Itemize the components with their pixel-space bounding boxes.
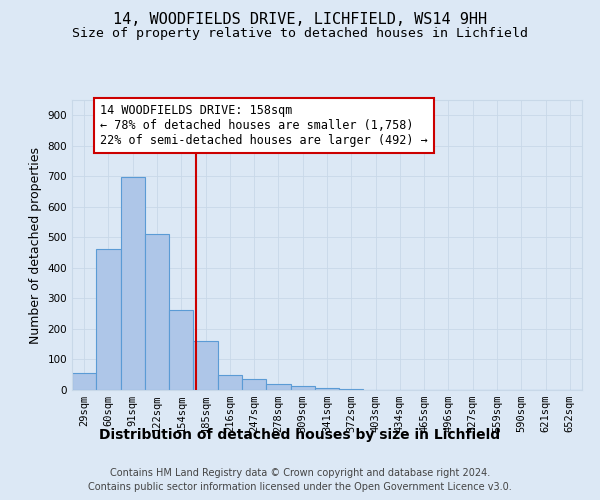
Bar (169, 310, 193, 390)
Text: Distribution of detached houses by size in Lichfield: Distribution of detached houses by size … (100, 428, 500, 442)
Bar (242, 380, 266, 390)
Bar (145, 234, 169, 390)
Bar (193, 341, 218, 390)
Text: Size of property relative to detached houses in Lichfield: Size of property relative to detached ho… (72, 28, 528, 40)
Bar (72, 373, 96, 390)
Bar (266, 384, 290, 390)
Bar (290, 386, 315, 390)
Text: 14 WOODFIELDS DRIVE: 158sqm
← 78% of detached houses are smaller (1,758)
22% of : 14 WOODFIELDS DRIVE: 158sqm ← 78% of det… (100, 104, 428, 148)
Text: Contains public sector information licensed under the Open Government Licence v3: Contains public sector information licen… (88, 482, 512, 492)
Y-axis label: Number of detached properties: Number of detached properties (29, 146, 42, 344)
Text: Contains HM Land Registry data © Crown copyright and database right 2024.: Contains HM Land Registry data © Crown c… (110, 468, 490, 477)
Bar (218, 374, 242, 390)
Text: 14, WOODFIELDS DRIVE, LICHFIELD, WS14 9HH: 14, WOODFIELDS DRIVE, LICHFIELD, WS14 9H… (113, 12, 487, 28)
Bar (315, 388, 339, 390)
Bar (121, 177, 145, 390)
Bar (96, 248, 121, 390)
